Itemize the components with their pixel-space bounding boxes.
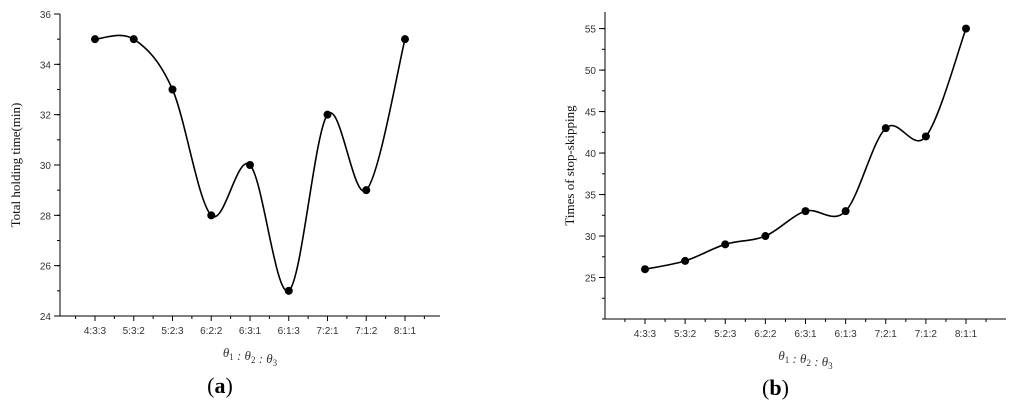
y-tick-label: 24 (40, 312, 52, 323)
y-axis-title: Times of stop-skipping (562, 105, 577, 226)
y-axis-title: Total holding time(min) (8, 103, 23, 228)
x-tick-label: 7:2:1 (316, 326, 339, 337)
x-tick-label: 5:3:2 (674, 329, 697, 340)
data-point-5:2:3 (168, 85, 177, 94)
y-tick-label: 45 (585, 108, 597, 119)
x-tick-label: 6:3:1 (239, 326, 262, 337)
y-tick-label: 25 (585, 274, 597, 285)
x-axis-title: θ1 : θ2 : θ3 (223, 345, 278, 368)
x-tick-label: 7:2:1 (875, 329, 898, 340)
y-tick-label: 26 (40, 262, 52, 273)
data-point-8:1:1 (401, 35, 409, 44)
y-tick-label: 30 (40, 161, 52, 172)
y-tick-label: 34 (40, 60, 52, 71)
x-tick-label: 5:3:2 (123, 326, 146, 337)
data-point-6:1:3 (284, 286, 293, 295)
x-tick-label: 6:3:1 (794, 329, 817, 340)
data-point-7:1:2 (362, 186, 371, 195)
x-tick-label: 5:2:3 (714, 329, 737, 340)
data-point-6:3:1 (246, 161, 254, 169)
data-point-5:3:2 (681, 256, 690, 265)
panel-label: (b) (762, 375, 789, 400)
data-point-7:2:1 (323, 110, 332, 119)
x-tick-label: 6:1:3 (835, 329, 858, 340)
x-tick-label: 6:2:2 (754, 329, 777, 340)
data-point-6:2:2 (207, 211, 216, 220)
x-axis-title: θ1 : θ2 : θ3 (778, 348, 833, 371)
x-tick-label: 4:3:3 (84, 326, 107, 337)
data-point-7:2:1 (881, 124, 890, 133)
data-point-4:3:3 (91, 35, 99, 44)
chart-panel-b: 25 30 35 40 45 50 55 4:3:3 5:3:2 5:2:3 6:2:2 6:3:1 6… (562, 12, 1006, 400)
series-line (644, 28, 967, 270)
data-point-6:2:2 (761, 232, 770, 241)
data-point-5:3:2 (129, 35, 138, 44)
x-tick-label: 8:1:1 (955, 329, 978, 340)
data-point-5:2:3 (721, 240, 730, 249)
x-tick-label: 8:1:1 (394, 326, 417, 337)
data-point-4:3:3 (641, 265, 649, 274)
x-tick-label: 5:2:3 (161, 326, 184, 337)
y-tick-label: 32 (40, 111, 52, 122)
x-tick-label: 4:3:3 (634, 329, 657, 340)
y-tick-label: 50 (585, 66, 597, 77)
x-tick-label: 6:2:2 (200, 326, 223, 337)
panel-label: (a) (207, 373, 233, 398)
data-point-7:1:2 (921, 132, 930, 141)
y-tick-label: 30 (585, 232, 597, 243)
x-tick-label: 7:1:2 (915, 329, 938, 340)
y-tick-label: 36 (40, 10, 52, 21)
x-tick-label: 7:1:2 (355, 326, 378, 337)
series-line (94, 34, 406, 292)
y-tick-label: 28 (40, 211, 52, 222)
chart-panel-a: 24 26 28 30 32 34 36 4:3:3 5:3:2 5:2:3 6:2:2 6:3:1 6… (8, 10, 440, 398)
y-tick-label: 55 (585, 25, 597, 36)
data-point-8:1:1 (962, 24, 970, 33)
data-point-6:3:1 (801, 207, 810, 216)
x-tick-label: 6:1:3 (278, 326, 301, 337)
data-point-6:1:3 (841, 207, 850, 216)
y-tick-label: 35 (585, 191, 597, 202)
y-tick-label: 40 (585, 149, 597, 160)
